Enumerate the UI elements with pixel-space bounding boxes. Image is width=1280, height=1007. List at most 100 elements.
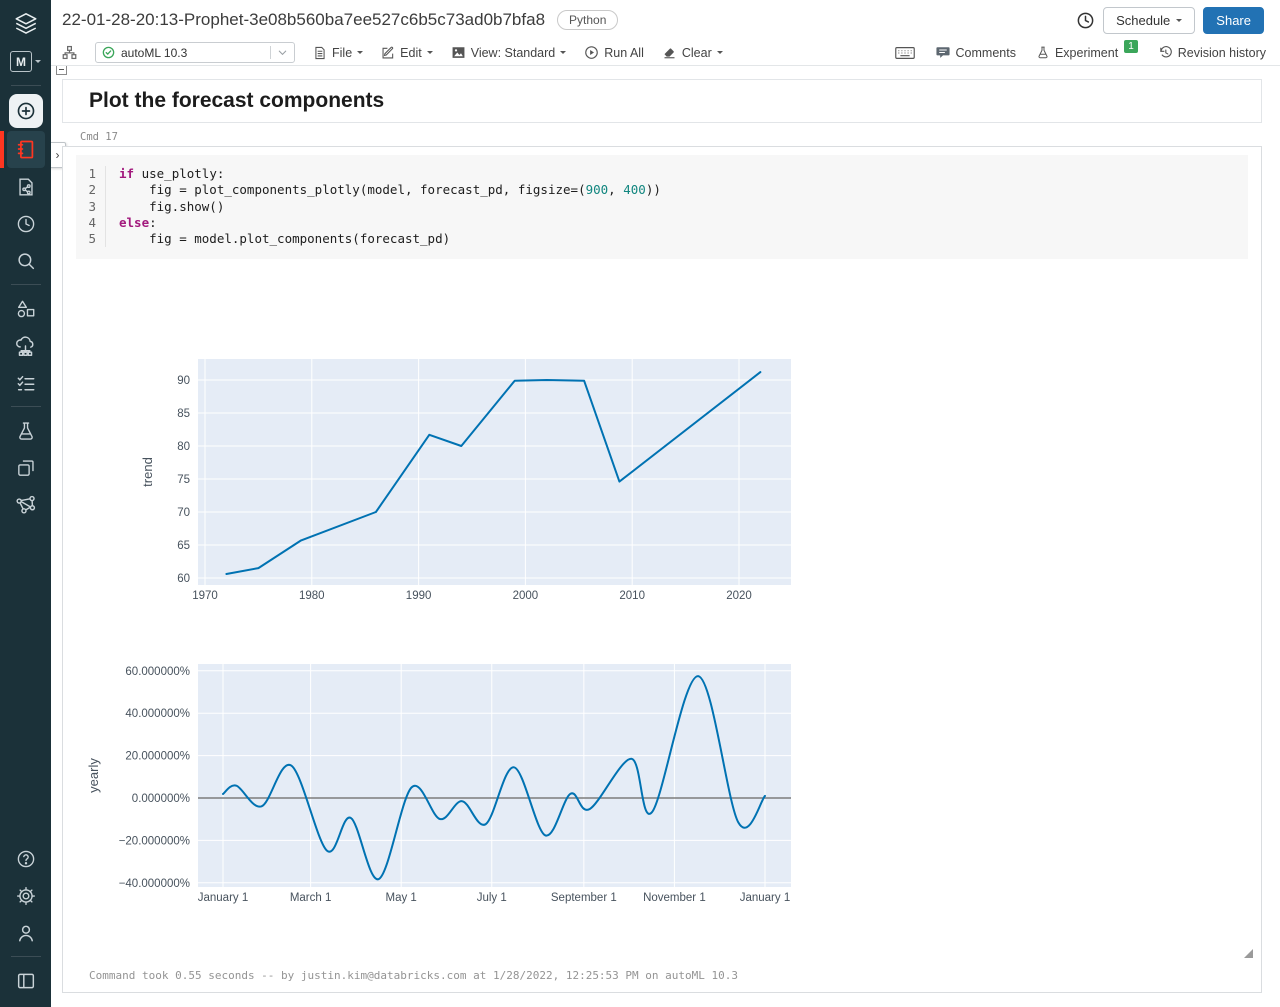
run-all-button[interactable]: Run All	[584, 45, 644, 60]
code-text: fig = model.plot_components(forecast_pd)	[119, 231, 451, 247]
svg-text:November 1: November 1	[643, 892, 706, 904]
sidebar-item-data[interactable]	[7, 290, 45, 327]
svg-text:1980: 1980	[299, 590, 325, 602]
panel-toggle-icon	[17, 973, 34, 988]
line-number: 3	[76, 198, 106, 215]
sidebar-item-task-runs[interactable]	[7, 364, 45, 401]
svg-text:2010: 2010	[619, 590, 645, 602]
clear-menu[interactable]: Clear	[662, 45, 723, 60]
sidebar-item-help[interactable]	[7, 840, 45, 877]
notebook-title[interactable]: 22-01-28-20:13-Prophet-3e08b560ba7ee527c…	[62, 10, 546, 29]
schedule-clock-icon[interactable]	[1076, 11, 1095, 30]
collapse-all-button[interactable]	[56, 66, 67, 75]
gear-icon	[16, 886, 35, 905]
flask-icon	[18, 421, 33, 440]
chevron-down-icon	[357, 51, 364, 54]
sidebar-item-recents[interactable]	[7, 205, 45, 242]
divider	[10, 956, 41, 957]
user-icon	[18, 925, 33, 941]
graph-network-icon	[16, 495, 36, 514]
code-text: else:	[119, 214, 157, 230]
svg-text:80: 80	[177, 441, 190, 453]
sidebar-item-compute[interactable]	[7, 327, 45, 364]
line-number: 4	[76, 214, 106, 232]
sidebar-item-feature-store[interactable]	[7, 449, 45, 486]
chevron-down-icon	[716, 51, 723, 54]
line-number: 2	[76, 182, 106, 199]
svg-text:2020: 2020	[726, 590, 752, 602]
code-cell[interactable]: 1 if use_plotly: 2 fig = plot_components_p…	[62, 146, 1262, 994]
comment-bubble-icon	[935, 47, 950, 58]
sidebar-item-search[interactable]	[7, 242, 45, 279]
divider	[270, 46, 271, 59]
sidebar-item-experiments[interactable]	[7, 412, 45, 449]
sitemap-icon	[62, 45, 77, 60]
cluster-selector[interactable]: autoML 10.3	[95, 42, 295, 63]
svg-text:60: 60	[177, 573, 190, 585]
comments-button[interactable]: Comments	[935, 45, 1016, 60]
svg-text:September 1: September 1	[551, 892, 617, 904]
shortcuts-button[interactable]	[894, 46, 915, 60]
code-editor[interactable]: 1 if use_plotly: 2 fig = plot_components_p…	[76, 155, 1248, 260]
svg-text:−20.000000%: −20.000000%	[119, 836, 190, 848]
chevron-down-icon	[426, 51, 433, 54]
keyboard-icon	[894, 46, 915, 59]
divider	[10, 406, 41, 407]
sidebar-item-create[interactable]	[8, 94, 43, 128]
view-menu[interactable]: View: Standard	[451, 45, 567, 60]
sidebar-item-repos[interactable]	[7, 168, 45, 205]
section-heading: Plot the forecast components	[89, 89, 385, 112]
code-line: 4 else:	[76, 214, 1248, 232]
databricks-logo-icon[interactable]	[7, 9, 45, 39]
notebook-icon	[17, 140, 34, 159]
code-line: 5 fig = model.plot_components(forecast_p…	[76, 231, 1248, 248]
yearly-seasonality-chart[interactable]: January 1 March 1 May 1 July 1 September 1 No…	[86, 662, 796, 914]
markdown-cell[interactable]: Plot the forecast components	[62, 79, 1262, 123]
data-shapes-icon	[17, 300, 34, 317]
cloud-compute-icon	[16, 336, 34, 356]
sidebar-item-account[interactable]	[7, 914, 45, 951]
file-menu[interactable]: File	[313, 46, 364, 60]
svg-text:90: 90	[177, 375, 190, 387]
svg-text:40.000000%: 40.000000%	[125, 709, 190, 721]
chevron-down-icon	[560, 51, 567, 54]
plus-circle-icon	[17, 102, 34, 120]
main-area: 22-01-28-20:13-Prophet-3e08b560ba7ee527c…	[51, 0, 1280, 1007]
sidebar-item-models[interactable]	[7, 486, 45, 523]
edit-menu[interactable]: Edit	[381, 46, 433, 60]
chevron-down-icon	[1176, 18, 1183, 22]
resize-handle[interactable]	[1244, 949, 1253, 959]
svg-text:70: 70	[177, 507, 190, 519]
persona-letter: M	[10, 51, 32, 72]
search-icon	[17, 252, 34, 269]
sidebar-item-notebook[interactable]	[0, 131, 45, 168]
sidebar-item-settings[interactable]	[7, 877, 45, 914]
sidebar-toggle[interactable]	[7, 962, 45, 999]
line-number: 1	[76, 166, 106, 183]
schedule-button[interactable]: Schedule	[1103, 6, 1196, 34]
svg-text:75: 75	[177, 474, 190, 486]
persona-switcher[interactable]: M	[10, 51, 41, 72]
revision-history-button[interactable]: Revision history	[1158, 45, 1266, 60]
checklist-icon	[17, 375, 34, 391]
toolbar-right-group: Comments Experiment 1 Revision history	[894, 40, 1266, 60]
svg-text:1970: 1970	[192, 590, 218, 602]
view-icon	[452, 47, 465, 58]
svg-text:March 1: March 1	[290, 892, 332, 904]
share-button[interactable]: Share	[1203, 6, 1264, 34]
code-line: 3 fig.show()	[76, 198, 1248, 215]
language-badge[interactable]: Python	[557, 10, 619, 30]
code-text: fig = plot_components_plotly(model, fore…	[119, 182, 661, 198]
chevron-down-icon	[278, 50, 287, 56]
repos-icon	[18, 178, 33, 195]
line-number: 5	[76, 231, 106, 248]
file-icon	[315, 46, 325, 59]
notebook-header: 22-01-28-20:13-Prophet-3e08b560ba7ee527c…	[51, 0, 1280, 40]
code-line: 2 fig = plot_components_plotly(model, fo…	[76, 182, 1248, 199]
experiment-button[interactable]: Experiment 1	[1036, 40, 1138, 60]
edit-icon	[382, 46, 394, 58]
cmd-label: Cmd 17	[80, 131, 118, 143]
trend-chart[interactable]: 1970 1980 1990 2000 2010 2020 60 65 70 75 80 85 90 tr…	[138, 357, 838, 609]
svg-text:January 1: January 1	[740, 892, 791, 904]
